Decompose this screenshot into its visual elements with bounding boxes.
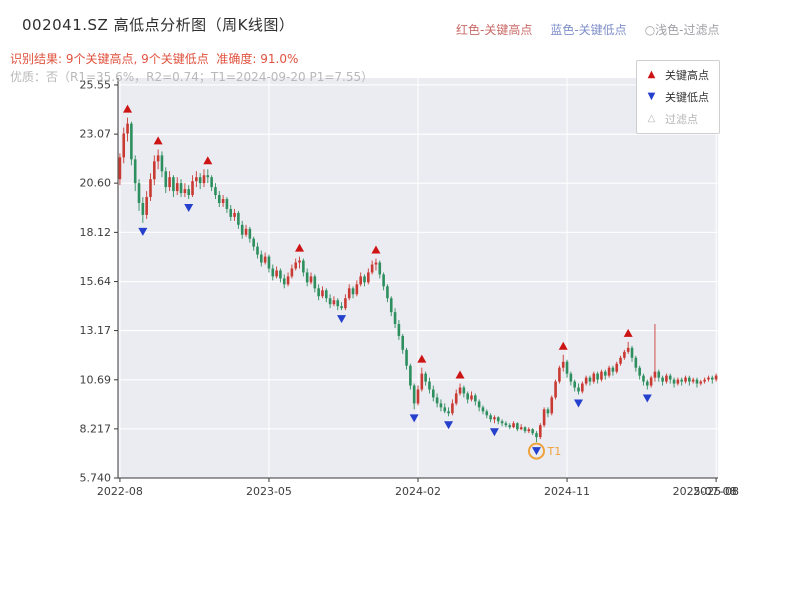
legend-label-filtered: 过滤点: [665, 113, 698, 126]
svg-text:13.17: 13.17: [80, 324, 112, 337]
svg-text:2022-08: 2022-08: [97, 485, 143, 498]
color-key-low-label: 蓝色-关键低点: [550, 23, 627, 37]
svg-text:5.740: 5.740: [80, 472, 112, 485]
svg-text:15.64: 15.64: [80, 275, 112, 288]
svg-text:2025-08: 2025-08: [693, 485, 739, 498]
svg-text:8.217: 8.217: [80, 422, 112, 435]
legend-item-filtered: △ 过滤点: [645, 111, 709, 127]
chart-legend: ▲ 关键高点 ▼ 关键低点 △ 过滤点: [636, 60, 720, 134]
color-key-high-label: 红色-关键高点: [456, 23, 533, 37]
legend-item-key-high: ▲ 关键高点: [645, 67, 709, 83]
svg-text:23.07: 23.07: [80, 128, 112, 141]
svg-text:10.69: 10.69: [80, 373, 112, 386]
quality-summary-text: 优质：否（R1=35.6%，R2=0.74；T1=2024-09-20 P1=7…: [10, 70, 374, 84]
down-triangle-icon: ▼: [647, 91, 656, 102]
color-key: 红色-关键高点 蓝色-关键低点 ○浅色-过滤点: [456, 21, 720, 38]
legend-label-key-low: 关键低点: [665, 91, 709, 104]
up-triangle-icon: ▲: [647, 69, 656, 80]
svg-text:20.60: 20.60: [80, 177, 112, 190]
svg-text:25.55: 25.55: [80, 78, 112, 91]
recognition-result-text: 识别结果: 9个关键高点, 9个关键低点 准确度: 91.0%: [10, 52, 299, 66]
svg-text:T1: T1: [546, 445, 561, 458]
legend-label-key-high: 关键高点: [665, 69, 709, 82]
legend-item-key-low: ▼ 关键低点: [645, 89, 709, 105]
svg-text:2023-05: 2023-05: [246, 485, 292, 498]
svg-text:18.12: 18.12: [80, 226, 112, 239]
svg-text:2025-07-08: 2025-07-08: [673, 485, 737, 498]
svg-text:2024-11: 2024-11: [544, 485, 590, 498]
page-title: 002041.SZ 高低点分析图（周K线图）: [22, 16, 295, 34]
hollow-triangle-icon: △: [647, 113, 656, 124]
svg-text:2024-02: 2024-02: [395, 485, 441, 498]
color-key-filtered-label: ○浅色-过滤点: [644, 23, 720, 37]
